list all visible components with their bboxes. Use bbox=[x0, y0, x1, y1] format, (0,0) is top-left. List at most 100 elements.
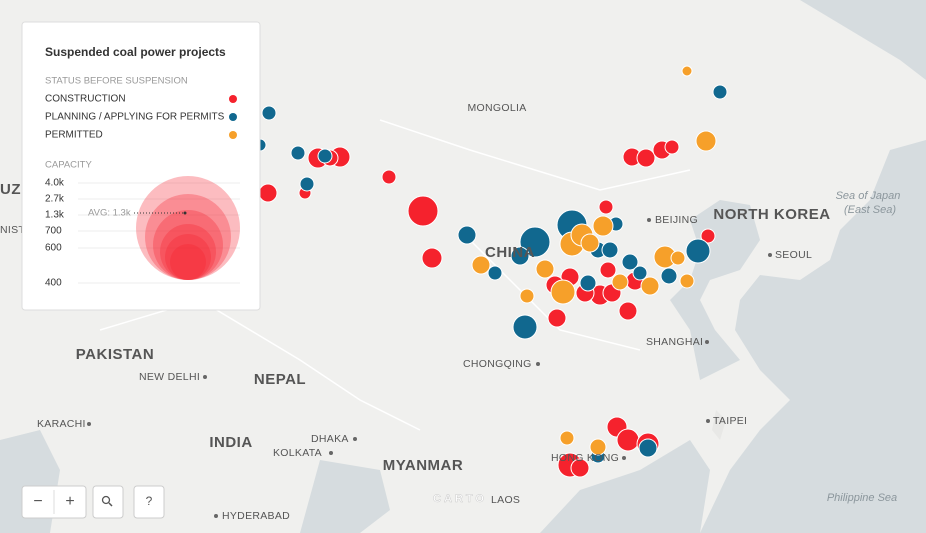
taiwan bbox=[712, 410, 726, 440]
capacity-bubble bbox=[153, 210, 223, 280]
help[interactable]: ? bbox=[146, 494, 153, 508]
project-marker bbox=[700, 228, 716, 244]
zoom-in[interactable]: + bbox=[65, 493, 74, 510]
legend-panel bbox=[21, 21, 261, 311]
sea-label: (East Sea) bbox=[844, 204, 896, 216]
project-marker bbox=[599, 261, 617, 279]
sea-label: Sea of Japan bbox=[836, 190, 901, 202]
project-marker bbox=[616, 428, 640, 452]
status-list: CONSTRUCTION PLANNING / APPLYING FOR PERM… bbox=[45, 94, 237, 141]
status-label: PLANNING / APPLYING FOR PERMITS bbox=[45, 112, 225, 123]
project-marker bbox=[636, 148, 656, 168]
capacity-label: 700 bbox=[45, 226, 62, 237]
city-label: KARACHI bbox=[37, 418, 86, 430]
project-marker bbox=[519, 226, 551, 258]
capacity-label: 600 bbox=[45, 243, 62, 254]
project-marker bbox=[712, 84, 728, 100]
project-marker bbox=[290, 145, 306, 161]
city-label: HONG KONG bbox=[551, 452, 619, 464]
markers bbox=[253, 65, 728, 478]
project-marker bbox=[407, 195, 439, 227]
project-marker bbox=[664, 139, 680, 155]
project-marker bbox=[421, 247, 443, 269]
status-dot bbox=[229, 113, 237, 121]
city-label: HYDERABAD bbox=[222, 510, 290, 522]
city-label: TAIPEI bbox=[713, 415, 747, 427]
status-label: CONSTRUCTION bbox=[45, 94, 126, 105]
legend-header: STATUS BEFORE SUSPENSION bbox=[45, 76, 188, 87]
search-button[interactable] bbox=[92, 485, 124, 519]
country-label: NEPAL bbox=[254, 371, 306, 388]
map-labels: MONGOLIA CHINA NORTH KOREA PAKISTAN NEPA… bbox=[0, 102, 900, 522]
project-marker bbox=[579, 274, 597, 292]
project-marker bbox=[471, 255, 491, 275]
city-label: SEOUL bbox=[775, 249, 812, 261]
country-label: NIST bbox=[0, 224, 25, 236]
project-marker bbox=[299, 176, 315, 192]
city-label: NEW DELHI bbox=[139, 371, 200, 383]
project-marker bbox=[681, 65, 693, 77]
city-label: SHANGHAI bbox=[646, 336, 703, 348]
capacity-bubble bbox=[165, 234, 211, 280]
bay-of-bengal bbox=[300, 460, 390, 533]
yellow-sea bbox=[670, 200, 760, 380]
capacity-scale: 4.0k 2.7k 1.3k 700 600 400 AVG: 1.3k bbox=[45, 176, 240, 289]
capacity-bubble bbox=[160, 224, 216, 280]
zoom-out[interactable]: − bbox=[33, 493, 42, 510]
project-marker bbox=[611, 273, 629, 291]
project-marker bbox=[580, 233, 600, 253]
country-label: MONGOLIA bbox=[468, 102, 527, 114]
south-china-sea bbox=[540, 440, 710, 533]
capacity-label: 1.3k bbox=[45, 210, 65, 221]
project-marker bbox=[547, 308, 567, 328]
city-dots bbox=[87, 218, 772, 518]
project-marker bbox=[512, 314, 538, 340]
city-label: LAOS bbox=[491, 494, 520, 506]
project-marker bbox=[550, 279, 576, 305]
sea bbox=[700, 0, 926, 533]
project-marker bbox=[559, 430, 575, 446]
country-label: UZ bbox=[0, 181, 21, 198]
project-marker bbox=[660, 267, 678, 285]
project-marker bbox=[487, 265, 503, 281]
project-marker bbox=[695, 130, 717, 152]
project-marker bbox=[258, 183, 278, 203]
city-label: KOLKATA bbox=[273, 447, 322, 459]
avg-dot bbox=[183, 211, 187, 215]
project-marker bbox=[457, 225, 477, 245]
country-label: PAKISTAN bbox=[76, 346, 154, 363]
project-marker bbox=[592, 215, 614, 237]
project-marker bbox=[261, 105, 277, 121]
project-marker bbox=[317, 148, 333, 164]
country-label: CHINA bbox=[485, 244, 535, 261]
capacity-bubble bbox=[136, 176, 240, 280]
legend-header: CAPACITY bbox=[45, 160, 92, 171]
project-marker bbox=[638, 438, 658, 458]
controls: − + ? bbox=[21, 485, 165, 519]
help-button[interactable] bbox=[133, 485, 165, 519]
project-marker bbox=[601, 241, 619, 259]
capacity-label: 2.7k bbox=[45, 194, 65, 205]
status-label: PERMITTED bbox=[45, 130, 103, 141]
project-marker bbox=[685, 238, 711, 264]
project-marker bbox=[535, 259, 555, 279]
project-marker bbox=[640, 276, 660, 296]
capacity-label: 4.0k bbox=[45, 178, 65, 189]
country-label: INDIA bbox=[209, 434, 252, 451]
avg-label: AVG: 1.3k bbox=[88, 208, 131, 219]
project-marker bbox=[679, 273, 695, 289]
sea-label: Philippine Sea bbox=[827, 492, 897, 504]
project-marker bbox=[632, 265, 648, 281]
project-marker bbox=[589, 438, 607, 456]
project-marker bbox=[618, 301, 638, 321]
attribution: CARTO bbox=[433, 493, 487, 505]
project-marker bbox=[519, 288, 535, 304]
status-dot bbox=[229, 131, 237, 139]
capacity-bubble bbox=[145, 194, 231, 280]
project-marker bbox=[621, 253, 639, 271]
legend: Suspended coal power projects STATUS BEF… bbox=[21, 21, 261, 311]
project-marker bbox=[570, 458, 590, 478]
city-label: BEIJING bbox=[655, 214, 698, 226]
project-marker bbox=[598, 199, 614, 215]
